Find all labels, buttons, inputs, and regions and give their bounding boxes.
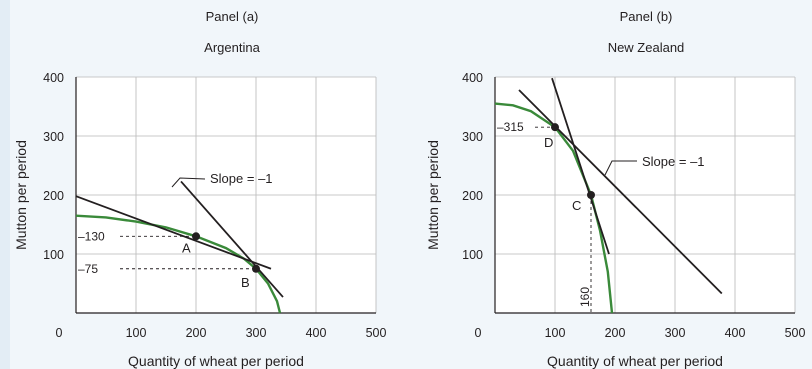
point-y-value: –130 bbox=[78, 229, 105, 243]
x-tick-label: 300 bbox=[665, 326, 686, 340]
x-tick-label: 500 bbox=[366, 326, 387, 340]
annotation-leader bbox=[171, 177, 206, 188]
ppc-curve bbox=[75, 214, 282, 314]
x-tick-label: 100 bbox=[545, 326, 566, 340]
y-axis-label: Mutton per period bbox=[425, 140, 441, 250]
y-tick-label: 400 bbox=[43, 71, 64, 85]
ppc-curve bbox=[494, 102, 614, 314]
x-axis-label: Quantity of wheat per period bbox=[547, 353, 723, 369]
x-tick-label: 200 bbox=[186, 326, 207, 340]
chart-title: Argentina bbox=[204, 40, 260, 55]
x-tick-label: 400 bbox=[725, 326, 746, 340]
slope-annotation: Slope = –1 bbox=[210, 171, 273, 186]
chart-title: New Zealand bbox=[607, 40, 685, 55]
x-tick-label: 0 bbox=[56, 326, 63, 340]
y-tick-label: 100 bbox=[462, 248, 483, 262]
y-tick-label: 200 bbox=[43, 189, 64, 203]
y-tick-label: 400 bbox=[462, 71, 483, 85]
left-margin-strip bbox=[0, 0, 10, 369]
x-tick-label: 100 bbox=[126, 326, 147, 340]
point-marker bbox=[252, 264, 260, 273]
x-axis-label: Quantity of wheat per period bbox=[128, 353, 304, 369]
y-tick-label: 300 bbox=[462, 130, 483, 144]
annotation-leader bbox=[604, 160, 637, 176]
slope-annotation: Slope = –1 bbox=[642, 154, 705, 169]
x-tick-label: 200 bbox=[605, 326, 626, 340]
y-tick-label: 300 bbox=[43, 130, 64, 144]
panel-label: Panel (b) bbox=[619, 9, 673, 24]
point-y-value: –75 bbox=[78, 262, 98, 276]
point-marker bbox=[192, 232, 200, 241]
slope-line bbox=[180, 180, 284, 298]
y-tick-label: 100 bbox=[43, 248, 64, 262]
x-tick-label: 300 bbox=[246, 326, 267, 340]
panel-b: Panel (b) New Zealand 0 100 200 300 400 500 10… bbox=[412, 0, 812, 369]
slope-line bbox=[551, 77, 610, 255]
point-label: B bbox=[241, 275, 250, 290]
point-label: C bbox=[572, 198, 581, 213]
y-tick-label: 200 bbox=[462, 189, 483, 203]
y-axis-label: Mutton per period bbox=[13, 140, 29, 250]
point-y-value: –315 bbox=[497, 120, 524, 134]
x-tick-label: 400 bbox=[306, 326, 327, 340]
panel-a: Panel (a) Argentina 0 100 200 300 400 500 100 2… bbox=[0, 0, 400, 369]
panel-label: Panel (a) bbox=[205, 9, 259, 24]
point-label: D bbox=[544, 135, 553, 150]
x-tick-label: 500 bbox=[785, 326, 806, 340]
point-x-value: 160 bbox=[578, 287, 592, 307]
x-tick-label: 0 bbox=[475, 326, 482, 340]
slope-line bbox=[75, 195, 272, 270]
point-marker bbox=[587, 191, 595, 199]
point-label: A bbox=[182, 240, 191, 255]
point-marker bbox=[551, 123, 559, 132]
